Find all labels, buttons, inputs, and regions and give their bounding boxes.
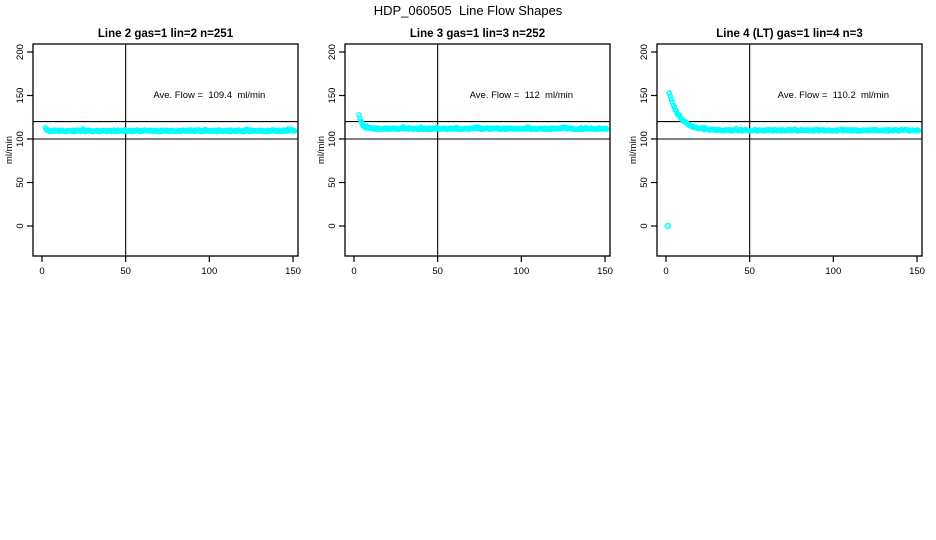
- ave-flow-annotation: Ave. Flow = 110.2 ml/min: [778, 90, 889, 101]
- x-tick-label: 0: [39, 266, 44, 277]
- x-tick-label: 100: [201, 266, 217, 277]
- panel-1: 0 50 100 150 0 50 100 150 200 ml/min Line 2 gas=1 …: [4, 28, 301, 277]
- x-tick-label: 0: [351, 266, 356, 277]
- y-tick-label: 150: [639, 88, 650, 104]
- data-point: [291, 128, 298, 134]
- figure-title: HDP_060505 Line Flow Shapes: [373, 3, 563, 18]
- y-tick-label: 0: [327, 223, 338, 228]
- x-tick-label: 150: [597, 266, 613, 277]
- x-tick-label: 50: [744, 266, 755, 277]
- y-tick-label: 100: [327, 131, 338, 147]
- scatter-points: [664, 90, 922, 230]
- y-axis-label: ml/min: [628, 136, 639, 164]
- ave-flow-annotation: Ave. Flow = 112 ml/min: [470, 90, 573, 101]
- x-tick-label: 100: [513, 266, 529, 277]
- panel-2: 0 50 100 150 0 50 100 150 200 ml/min Line 3 gas=1 …: [316, 28, 613, 277]
- panel-title: Line 4 (LT) gas=1 lin=4 n=3: [716, 28, 862, 40]
- x-tick-label: 150: [285, 266, 301, 277]
- y-tick-label: 150: [15, 88, 26, 104]
- scatter-points: [356, 112, 610, 133]
- plot-box: [32, 43, 299, 257]
- y-tick-label: 50: [327, 177, 338, 188]
- y-tick-label: 200: [639, 44, 650, 60]
- data-point: [667, 93, 674, 99]
- plot-box: [344, 43, 611, 257]
- data-point: [357, 115, 363, 122]
- y-axis-label: ml/min: [4, 136, 15, 164]
- scatter-points: [42, 125, 298, 135]
- x-tick-label: 50: [120, 266, 131, 277]
- x-tick-label: 100: [825, 266, 841, 277]
- ave-flow-annotation: Ave. Flow = 109.4 ml/min: [153, 90, 265, 101]
- x-tick-label: 150: [909, 266, 925, 277]
- data-point: [915, 127, 922, 134]
- data-point: [666, 90, 673, 96]
- data-point: [603, 126, 610, 132]
- y-tick-label: 100: [639, 131, 650, 147]
- y-tick-label: 100: [15, 131, 26, 147]
- panel-title: Line 3 gas=1 lin=3 n=252: [410, 28, 545, 40]
- y-tick-label: 200: [327, 44, 338, 60]
- y-tick-label: 50: [15, 177, 26, 188]
- y-axis-label: ml/min: [316, 136, 327, 164]
- panel-3: 0 50 100 150 0 50 100 150 200 ml/min Line 4 (LT) g…: [628, 28, 925, 277]
- data-point: [668, 96, 675, 102]
- outlier-point: [664, 222, 671, 230]
- y-tick-label: 50: [639, 177, 650, 188]
- y-tick-label: 0: [15, 223, 26, 228]
- y-tick-label: 200: [15, 44, 26, 60]
- plot-box: [656, 43, 923, 257]
- chart-canvas: 0 50 100 150 0 50 100 150 200 ml/min Line 2 gas=1 …: [4, 28, 925, 277]
- y-tick-label: 0: [639, 223, 650, 228]
- x-tick-label: 50: [432, 266, 443, 277]
- x-tick-label: 0: [663, 266, 668, 277]
- y-tick-label: 150: [327, 88, 338, 104]
- panel-title: Line 2 gas=1 lin=2 n=251: [98, 28, 234, 40]
